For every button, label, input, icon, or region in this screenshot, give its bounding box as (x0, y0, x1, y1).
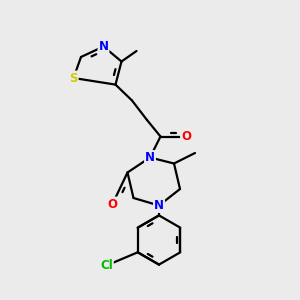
Text: O: O (107, 197, 118, 211)
Text: S: S (69, 71, 78, 85)
Text: N: N (98, 40, 109, 53)
Text: Cl: Cl (100, 259, 113, 272)
Text: N: N (154, 199, 164, 212)
Text: O: O (181, 130, 191, 143)
Text: N: N (145, 151, 155, 164)
